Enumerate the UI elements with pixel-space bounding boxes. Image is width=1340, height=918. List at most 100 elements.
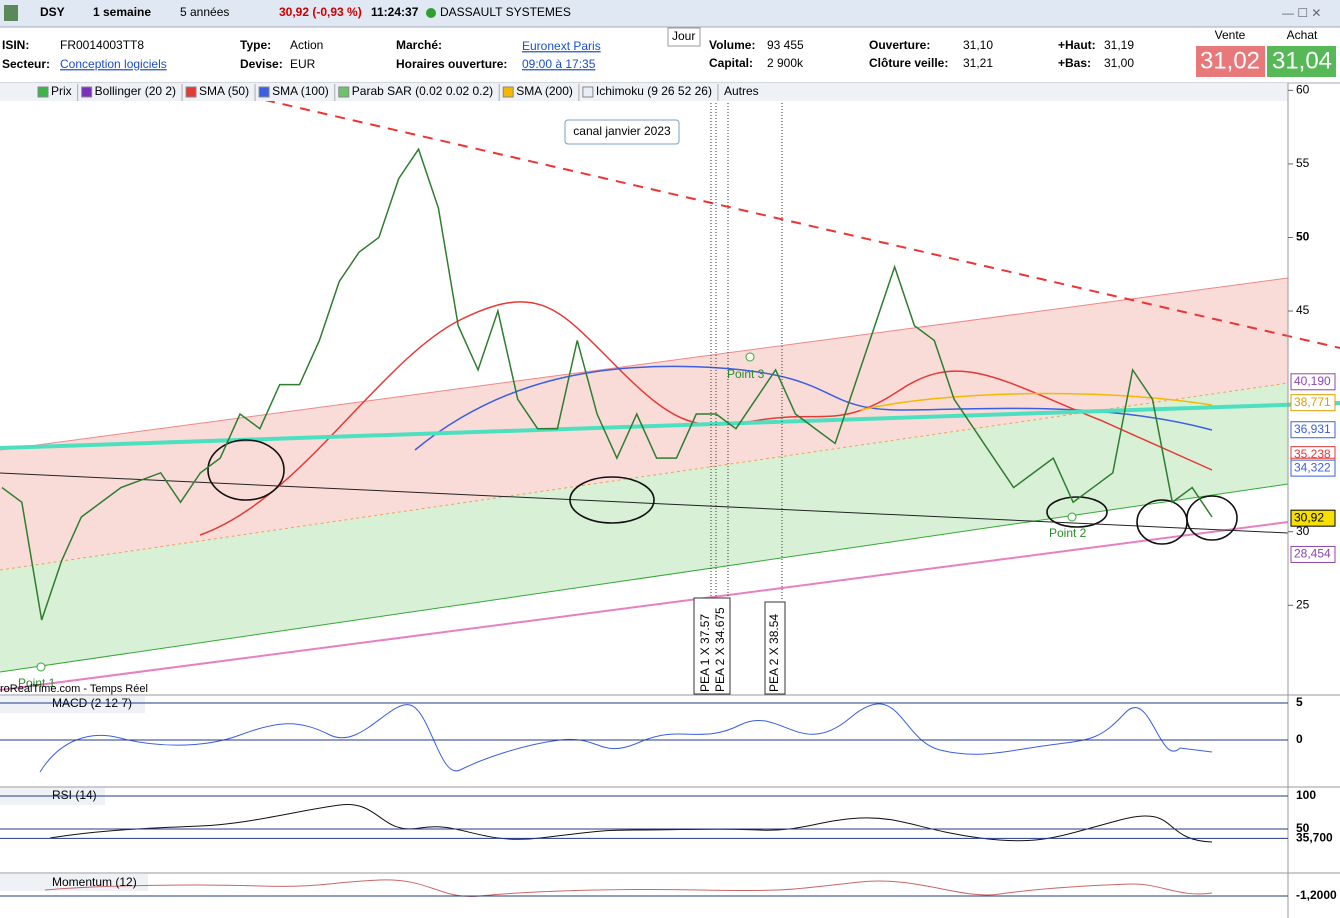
price-line — [1, 147, 1213, 621]
link[interactable]: 09:00 à 17:35 — [522, 57, 596, 71]
label: Ouverture: — [869, 38, 930, 52]
quote: 30,92 (-0,93 %) — [279, 5, 362, 19]
legend-swatch — [37, 86, 49, 98]
link[interactable]: Conception logiciels — [60, 57, 167, 71]
note-box — [564, 119, 680, 145]
y-tick-label: 5 — [1296, 695, 1303, 709]
price-tag-label: 28,454 — [1294, 547, 1331, 561]
y-tick-label: 25 — [1296, 597, 1310, 611]
price-tag — [1290, 373, 1336, 391]
price-tag — [1290, 394, 1336, 412]
legend-label[interactable]: SMA (100) — [272, 84, 329, 98]
note: canal janvier 2023 — [573, 124, 671, 138]
sma-line — [414, 365, 1213, 451]
legend-label[interactable]: SMA (200) — [516, 84, 573, 98]
panel-title: Momentum (12) — [52, 875, 137, 889]
pea-label: PEA 2 X 34.675 — [713, 607, 727, 692]
pea-label: PEA 2 X 38.54 — [767, 614, 781, 692]
price-tag — [1290, 509, 1336, 527]
channel-upper — [0, 278, 1288, 570]
circles — [207, 439, 1238, 545]
legend-swatch — [81, 86, 93, 98]
price-tag-label: 35,238 — [1294, 447, 1331, 461]
source: roRealTime.com - Temps Réel — [0, 683, 148, 695]
pea-label: PEA 1 X 37.57 — [698, 614, 712, 692]
legend-label[interactable]: SMA (50) — [199, 84, 249, 98]
value: 93 455 — [767, 38, 804, 52]
value: 31,19 — [1104, 38, 1134, 52]
buy-box[interactable] — [1267, 46, 1336, 77]
value: 31,21 — [963, 56, 993, 70]
label: Type: — [240, 38, 271, 52]
symbol[interactable]: DSY — [40, 5, 65, 19]
trend-line — [0, 521, 1289, 691]
label: Horaires ouverture: — [396, 57, 507, 71]
trend-line — [264, 99, 1340, 349]
y-tick-label: 30 — [1296, 524, 1310, 538]
day[interactable]: Jour — [672, 29, 695, 43]
point — [745, 352, 755, 362]
point-label: Point 2 — [1049, 526, 1087, 540]
day-button[interactable] — [667, 27, 701, 47]
trend-line — [0, 401, 1340, 450]
label: +Haut: — [1058, 38, 1096, 52]
y-tick-label: -1,2000 — [1296, 888, 1337, 902]
price-tag — [1290, 421, 1336, 439]
panel-title: RSI (14) — [52, 788, 97, 802]
link[interactable]: Euronext Paris — [522, 39, 601, 53]
price-tag-label: 40,190 — [1294, 374, 1331, 388]
label: Volume: — [709, 38, 755, 52]
price-tag-label: 34,322 — [1294, 460, 1331, 474]
legend-label[interactable]: Prix — [51, 84, 72, 98]
value: 31,00 — [1104, 56, 1134, 70]
range[interactable]: 5 années — [180, 5, 229, 19]
legend-label[interactable]: Parab SAR (0.02 0.02 0.2) — [352, 84, 493, 98]
toolbar — [0, 0, 1340, 27]
price-tag-label: 36,931 — [1294, 422, 1331, 436]
icon — [4, 5, 18, 21]
y-tick-label: 45 — [1296, 303, 1310, 317]
sell-price[interactable]: 31,02 — [1200, 47, 1260, 74]
legend-label[interactable]: Bollinger (20 2) — [95, 84, 176, 98]
point-label: Point 1 — [18, 676, 56, 690]
markers — [710, 100, 783, 600]
price-tag-label: 30,92 — [1294, 510, 1324, 524]
label: Devise: — [240, 57, 283, 71]
company-name: DASSAULT SYSTEMES — [440, 5, 571, 19]
status-dot — [426, 8, 436, 18]
legend-swatch — [258, 86, 270, 98]
time: 11:24:37 — [371, 5, 419, 19]
legend-swatch — [338, 86, 350, 98]
channel-line — [0, 277, 1289, 451]
legend-label[interactable]: Autres — [724, 84, 759, 98]
point-label: Point 3 — [727, 367, 765, 381]
sma-line — [859, 392, 1213, 411]
point — [36, 662, 46, 672]
window-controls[interactable]: — ☐ ✕ — [1282, 6, 1321, 20]
legend-swatch — [185, 86, 197, 98]
value: Action — [290, 38, 323, 52]
y-tick-label: 55 — [1296, 156, 1310, 170]
panels — [0, 694, 1340, 897]
label: Vente — [1215, 28, 1246, 42]
value: 2 900k — [767, 56, 804, 70]
price-tag-label: 38,771 — [1294, 395, 1331, 409]
period[interactable]: 1 semaine — [93, 5, 151, 19]
label: Secteur: — [2, 57, 50, 71]
sell-box[interactable] — [1196, 46, 1265, 77]
legend-label[interactable]: Ichimoku (9 26 52 26) — [596, 84, 712, 98]
label: Achat — [1287, 28, 1318, 42]
price-tag — [1290, 545, 1336, 563]
label: Capital: — [709, 56, 753, 70]
pea-box — [693, 597, 731, 695]
label: Marché: — [396, 38, 442, 52]
value: FR0014003TT8 — [60, 38, 144, 52]
label: Clôture veille: — [869, 56, 948, 70]
buy-price[interactable]: 31,04 — [1272, 47, 1332, 74]
sma-line — [199, 301, 1213, 536]
point — [1067, 512, 1077, 522]
y-tick-label: 50 — [1296, 821, 1310, 835]
value: 31,10 — [963, 38, 993, 52]
y-tick-label: 60 — [1296, 83, 1310, 97]
